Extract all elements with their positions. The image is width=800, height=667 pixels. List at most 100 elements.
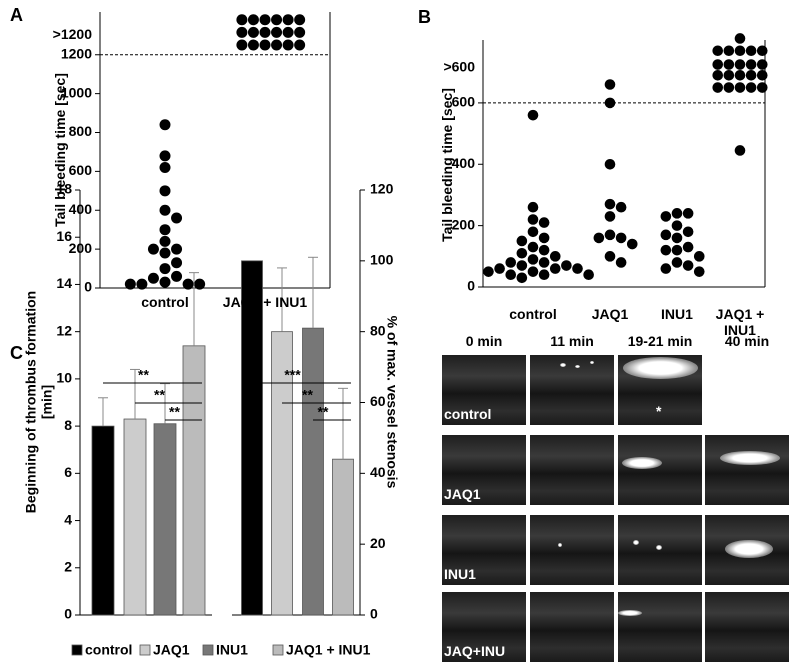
data-point — [712, 69, 724, 81]
data-point — [124, 278, 136, 290]
data-point — [549, 251, 561, 262]
y-tick-label: 600 — [69, 162, 93, 178]
y-tick-label: 0 — [370, 606, 378, 622]
panel-label: A — [10, 5, 23, 25]
data-point — [734, 45, 746, 57]
data-point — [693, 251, 705, 262]
data-point — [483, 266, 494, 277]
fluorescence-spot — [720, 451, 780, 465]
row-label: INU1 — [444, 566, 476, 582]
data-point — [294, 26, 306, 38]
bar — [332, 458, 354, 616]
data-point — [171, 212, 183, 224]
x-tick-label: JAQ1 + INU1 — [222, 294, 308, 310]
y-axis-label: Beginning of thrombus formation [min] — [22, 290, 54, 514]
y-tick-label: 6 — [64, 464, 72, 480]
data-point — [682, 208, 694, 219]
y-axis-label: Tail bleeding time [sec] — [52, 73, 68, 227]
data-point — [756, 59, 768, 70]
microscopy-image — [705, 435, 789, 505]
row-label: control — [444, 406, 492, 422]
bar — [123, 418, 147, 616]
data-point — [505, 257, 517, 268]
x-tick-label: INU1 — [661, 306, 693, 322]
data-point — [549, 263, 561, 274]
data-point — [538, 217, 550, 228]
x-tick-label: control — [509, 306, 557, 322]
data-point — [259, 26, 271, 38]
y-tick-label: 14 — [56, 275, 72, 291]
data-point — [182, 278, 194, 290]
data-point — [171, 270, 183, 282]
fluorescence-spot — [633, 540, 639, 545]
data-point — [723, 82, 735, 93]
data-point — [734, 33, 746, 44]
panel-label: C — [10, 343, 23, 363]
legend-swatch — [71, 644, 83, 656]
microscopy-image — [618, 515, 702, 585]
data-point — [247, 14, 259, 26]
data-point — [259, 14, 271, 26]
data-point — [159, 235, 171, 247]
microscopy-image: JAQ1 — [442, 435, 526, 505]
y-tick-label: 80 — [370, 322, 386, 338]
row-label: JAQ+INU — [444, 643, 506, 659]
data-point — [236, 26, 248, 38]
data-point — [136, 278, 148, 290]
data-point — [734, 82, 746, 93]
data-point — [516, 260, 528, 271]
data-point — [671, 257, 683, 268]
data-point — [604, 251, 616, 262]
significance-label: ** — [318, 404, 329, 420]
x-tick-label: control — [141, 294, 189, 310]
y-tick-label: 8 — [64, 417, 72, 433]
data-point — [538, 232, 550, 244]
data-point — [259, 39, 271, 51]
data-point — [734, 59, 746, 70]
data-point — [271, 14, 283, 26]
data-point — [516, 235, 528, 247]
column-header: 11 min — [550, 333, 594, 349]
y-tick-label: 16 — [56, 228, 72, 244]
microscopy-image — [705, 592, 789, 662]
data-point — [745, 45, 757, 57]
data-point — [527, 201, 539, 213]
data-point — [712, 59, 724, 70]
image-annotation: * — [656, 403, 662, 419]
data-point — [604, 211, 616, 222]
data-point — [516, 272, 528, 284]
data-point — [159, 150, 171, 162]
data-point — [527, 266, 539, 277]
column-header: 19-21 min — [627, 333, 693, 349]
data-point — [516, 247, 528, 259]
microscopy-image — [530, 592, 614, 662]
y-tick-label: 60 — [370, 393, 386, 409]
y-axis-label: Tail bleeding time [sec] — [439, 88, 455, 242]
data-point — [723, 45, 735, 57]
data-point — [147, 243, 159, 255]
fluorescence-spot — [590, 361, 594, 364]
data-point — [745, 82, 757, 93]
bar — [241, 260, 263, 616]
microscopy-image — [618, 435, 702, 505]
y-tick-label: >1200 — [53, 26, 93, 42]
data-point — [756, 82, 768, 93]
microscopy-image: control — [442, 355, 526, 425]
data-point — [604, 158, 616, 170]
data-point — [723, 59, 735, 70]
data-point — [194, 278, 206, 290]
data-point — [505, 269, 517, 281]
y-tick-label: 1200 — [61, 45, 92, 61]
data-point — [660, 229, 672, 241]
fluorescence-spot — [656, 545, 662, 550]
y-tick-label: 0 — [467, 278, 475, 294]
data-point — [572, 263, 583, 274]
data-point — [593, 232, 605, 244]
data-point — [660, 244, 672, 256]
data-point — [561, 260, 572, 271]
microscopy-image — [530, 515, 614, 585]
fluorescence-spot — [622, 457, 662, 469]
data-point — [615, 201, 627, 213]
